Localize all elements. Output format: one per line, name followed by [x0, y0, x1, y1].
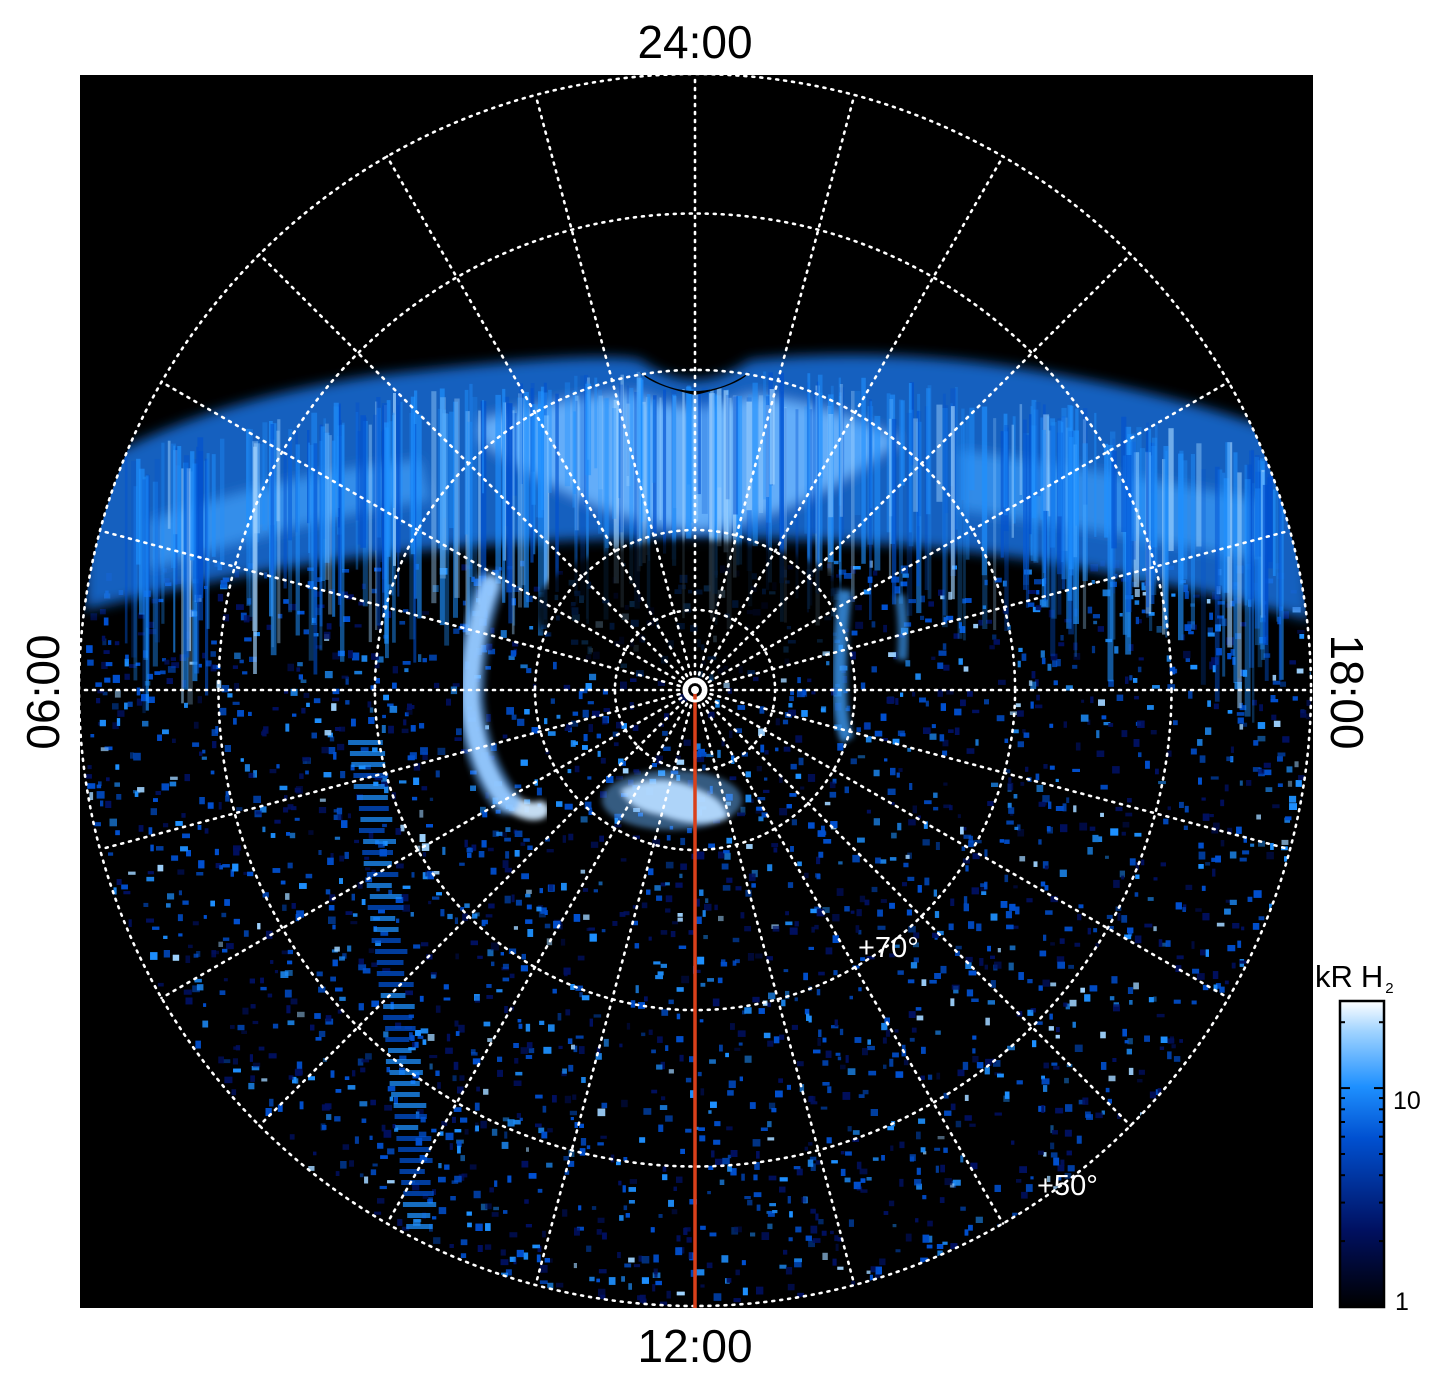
local-time-meridian	[534, 93, 697, 692]
local-time-meridian	[693, 688, 856, 1287]
colorbar-unit: kR	[1315, 959, 1353, 994]
colorbar-tick-label-1: 1	[1395, 1288, 1409, 1316]
local-time-meridian	[693, 93, 856, 692]
local-time-meridian	[693, 155, 1005, 692]
local-time-meridian	[693, 529, 1292, 692]
dawn-striped-feature	[348, 740, 437, 1229]
colorbar-species: H	[1361, 959, 1383, 994]
colorbar-ticks	[1340, 1021, 1384, 1308]
local-time-meridian	[385, 155, 697, 692]
local-time-meridian	[258, 688, 697, 1127]
latitude-label-outer: +50°	[1037, 1170, 1098, 1202]
colorbar: kR H 2 10 1	[1315, 959, 1421, 1316]
local-time-meridian	[693, 688, 1230, 1000]
local-time-label-right: 18:00	[1321, 634, 1373, 749]
emission-speckle	[85, 560, 1311, 1306]
coordinate-grid	[80, 75, 1313, 1308]
colorbar-gradient	[1338, 999, 1386, 1309]
local-time-label-top: 24:00	[637, 16, 752, 68]
pole-marker	[682, 677, 708, 703]
local-time-meridian	[693, 688, 1132, 1127]
auroral-band-streaks	[124, 371, 1284, 723]
local-time-meridian	[258, 253, 697, 692]
latitude-circle	[217, 212, 1173, 1168]
local-time-meridian	[693, 380, 1230, 692]
local-time-meridian	[693, 688, 1005, 1225]
local-time-meridian	[160, 380, 697, 692]
local-time-meridian	[534, 688, 697, 1287]
local-time-meridian	[385, 688, 697, 1225]
latitude-label-inner: +70°	[858, 932, 919, 964]
noon-bright-spot	[602, 770, 742, 830]
colorbar-title: kR H 2	[1315, 959, 1394, 997]
dawn-arc	[454, 570, 549, 821]
colorbar-tick-label-10: 10	[1393, 1087, 1421, 1115]
local-time-meridian	[98, 529, 697, 692]
local-time-meridian	[160, 688, 697, 1000]
local-time-meridian	[98, 688, 697, 851]
local-time-label-left: 06:00	[17, 634, 69, 749]
local-time-meridian	[693, 253, 1132, 692]
local-time-meridian	[693, 688, 1292, 851]
colorbar-species-subscript: 2	[1385, 980, 1393, 997]
local-time-label-bottom: 12:00	[637, 1320, 752, 1372]
